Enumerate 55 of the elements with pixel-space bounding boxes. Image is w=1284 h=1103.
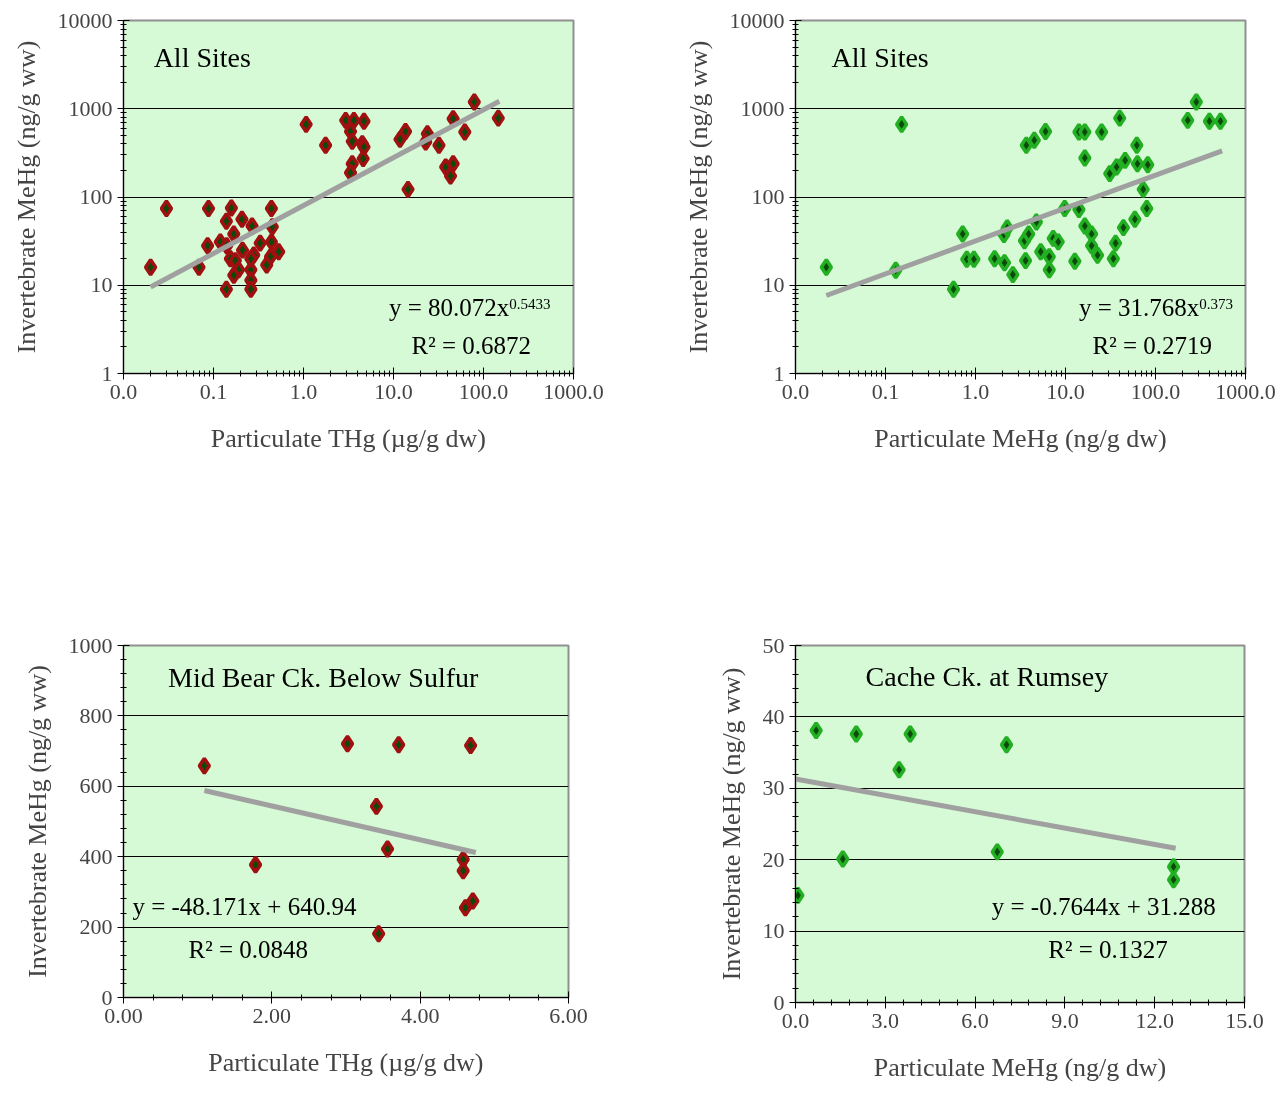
y-axis-title: Invertebrate MeHg (ng/g ww) xyxy=(11,40,41,354)
y-tick-label: 40 xyxy=(762,703,785,729)
x-tick-label: 6.00 xyxy=(549,1002,588,1028)
y-tick-label: 20 xyxy=(762,846,785,872)
x-tick-label: 15.0 xyxy=(1225,1007,1264,1033)
annotation: R² = 0.6872 xyxy=(411,332,532,360)
annotation: y = -0.7644x + 31.288 xyxy=(991,893,1216,921)
y-tick-label: 10000 xyxy=(57,7,113,33)
annotation: R² = 0.0848 xyxy=(188,936,308,964)
annotation: y = -48.171x + 640.94 xyxy=(132,893,357,921)
y-tick-label: 10 xyxy=(762,272,785,298)
x-tick-label: 1.0 xyxy=(961,378,990,404)
x-tick-label: 9.0 xyxy=(1051,1007,1079,1033)
y-tick-label: 1000 xyxy=(68,95,113,121)
x-tick-label: 12.0 xyxy=(1135,1007,1174,1033)
y-axis-title: Invertebrate MeHg (ng/g ww) xyxy=(716,667,746,981)
x-tick-label: 4.00 xyxy=(400,1002,440,1028)
x-tick-label: 1.0 xyxy=(289,378,318,404)
x-tick-label: 1000.0 xyxy=(1215,378,1276,404)
y-tick-label: 200 xyxy=(79,914,113,940)
y-tick-label: 10 xyxy=(762,918,785,944)
text: Mid Bear Ck. Below Sulfur xyxy=(168,661,479,693)
y-tick-label: 0 xyxy=(773,989,785,1015)
x-axis-title: Particulate MeHg (ng/g dw) xyxy=(874,423,1167,453)
y-tick-label: 1000 xyxy=(68,632,113,658)
x-tick-label: 10.0 xyxy=(374,378,413,404)
y-tick-label: 1000 xyxy=(740,95,785,121)
x-tick-label: 0.1 xyxy=(199,378,228,404)
y-axis-title: Invertebrate MeHg (ng/g ww) xyxy=(683,40,713,354)
y-tick-label: 50 xyxy=(762,632,785,658)
y-tick-label: 30 xyxy=(762,775,785,801)
x-tick-label: 3.0 xyxy=(871,1007,900,1033)
x-axis-title: Particulate THg (µg/g dw) xyxy=(208,1047,484,1077)
y-axis-title: Invertebrate MeHg (ng/g ww) xyxy=(22,665,52,978)
y-tick-label: 600 xyxy=(79,773,113,799)
x-tick-label: 2.00 xyxy=(252,1002,292,1028)
x-tick-label: 1000.0 xyxy=(543,378,604,404)
x-tick-label: 100.0 xyxy=(1130,378,1181,404)
y-tick-label: 800 xyxy=(79,702,113,728)
x-tick-label: 10.0 xyxy=(1046,378,1085,404)
x-tick-label: 6.0 xyxy=(961,1007,989,1033)
x-axis-title: Particulate THg (µg/g dw) xyxy=(210,423,486,453)
x-axis-title: Particulate MeHg (ng/g dw) xyxy=(873,1052,1167,1082)
y-tick-label: 100 xyxy=(751,184,785,209)
y-tick-label: 10 xyxy=(90,272,113,298)
text: Cache Ck. at Rumsey xyxy=(865,660,1109,692)
annotation: R² = 0.1327 xyxy=(1048,936,1168,964)
y-tick-label: 10000 xyxy=(729,7,785,33)
x-tick-label: 0.1 xyxy=(871,378,900,404)
text: All Sites xyxy=(153,42,251,74)
annotation: R² = 0.2719 xyxy=(1092,332,1213,360)
y-tick-label: 400 xyxy=(79,843,113,869)
x-tick-label: 100.0 xyxy=(458,378,509,404)
text: All Sites xyxy=(831,42,929,74)
y-tick-label: 100 xyxy=(79,184,113,209)
